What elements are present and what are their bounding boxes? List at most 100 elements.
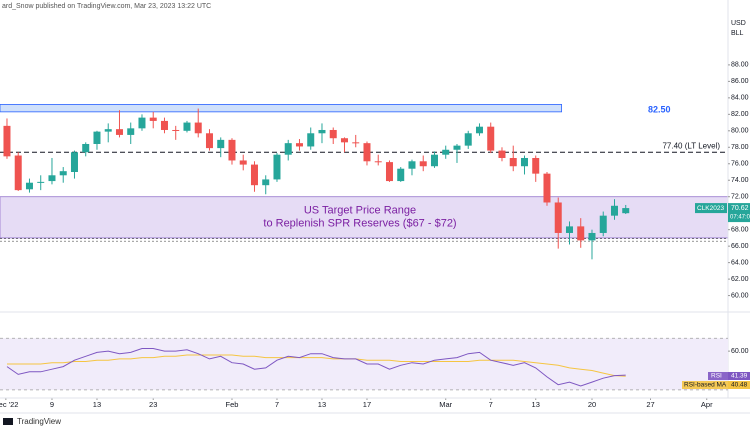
candle-body [610,205,618,216]
candle-body [363,143,371,162]
countdown: 07:47:09 [730,215,750,221]
candle-body [588,232,596,241]
x-tick-label: 7 [489,400,493,409]
indicator-line [7,354,626,377]
candle-body [194,122,202,134]
y-tick-label: 86.00 [731,78,749,85]
candle-body [554,202,562,233]
y-tick-label: 64.00 [731,259,749,266]
candle-body [509,157,517,167]
candle-body [385,162,393,182]
target-zone-label: US Target Price Range [304,205,416,217]
x-tick-label: Dec '22 [0,400,18,409]
indicator-value: 40.48 [731,382,748,389]
legend-name: RSI [711,373,722,380]
currency: USD [731,20,746,27]
candle-body [340,138,348,143]
price-box [728,203,750,223]
legend-box [708,372,728,380]
candle-body [577,226,585,241]
y-tick-label: 60.00 [731,292,749,299]
x-tick-label: 13 [318,400,326,409]
candle-body [487,126,495,151]
x-tick-label: 9 [50,400,54,409]
y-tick-label: 68.00 [731,227,749,234]
x-tick-label: Apr [701,400,713,409]
legend-name: RSI-based MA [684,382,727,389]
candle-body [37,181,45,183]
indicator-value: 41.39 [731,373,748,380]
current-price: 70.62 [731,205,749,212]
x-tick-label: 20 [588,400,596,409]
candle-body [228,139,236,161]
candle-body [262,179,270,186]
candle-body [104,129,112,132]
footer-brand: TradingView [17,417,61,426]
candle-body [250,164,258,186]
candle-body [59,171,67,176]
symbol: CLK2023 [697,205,724,212]
resistance-zone [0,104,563,113]
candle-body [82,143,90,153]
candle-body [419,161,427,167]
candle-body [520,157,528,167]
x-tick-label: 23 [149,400,157,409]
candle-body [318,129,326,134]
candle-body [295,143,303,147]
candle-body [442,149,450,155]
candle-body [498,150,506,158]
y-tick-label: 74.00 [731,177,749,184]
candle-body [532,157,540,174]
y-tick-label: 72.00 [731,194,749,201]
candle-body [183,122,191,131]
header: ard_Snow published on TradingView.com, M… [2,3,211,10]
candle-body [329,129,337,139]
candle-body [239,160,247,165]
candle-body [3,125,11,157]
value-box [728,381,750,389]
candle-body [622,208,630,214]
x-tick-label: 17 [363,400,371,409]
lt-level-label: 77.40 (LT Level) [662,141,720,150]
candle-body [475,126,483,134]
y-tick-label: 62.00 [731,276,749,283]
value-box [728,372,750,380]
legend-box [682,381,728,389]
candle-body [127,128,135,135]
candle-body [464,133,472,146]
y-tick-label: 78.00 [731,144,749,151]
candle-body [397,168,405,182]
candle-body [284,143,292,155]
x-tick-label: Mar [439,400,452,409]
candle-body [217,139,225,149]
candle-body [273,154,281,180]
x-tick-label: 7 [275,400,279,409]
x-tick-label: 27 [646,400,654,409]
candle-body [565,226,573,233]
indicator-line [6,348,626,387]
candle-body [453,145,461,150]
x-tick-label: 13 [93,400,101,409]
y-tick-label: 66.00 [731,243,749,250]
y-tick-label: 88.00 [731,62,749,69]
candle-body [408,161,416,169]
unit: BLL [731,30,744,37]
y-tick-label: 82.00 [731,111,749,118]
candle-body [307,133,315,147]
candle-body [93,131,101,144]
candle-body [138,117,146,129]
x-tick-label: 13 [532,400,540,409]
x-tick-label: Feb [226,400,239,409]
y-tick-label: 84.00 [731,95,749,102]
candle-body [352,142,360,144]
y-tick-label: 76.00 [731,161,749,168]
target-zone-label: to Replenish SPR Reserves ($67 - $72) [263,218,456,230]
candle-body [48,175,56,182]
candle-body [374,161,382,163]
candle-body [70,152,78,172]
candle-body [599,215,607,233]
candle-body [543,173,551,203]
rsi-band [0,338,728,390]
brand-logo [3,418,13,425]
